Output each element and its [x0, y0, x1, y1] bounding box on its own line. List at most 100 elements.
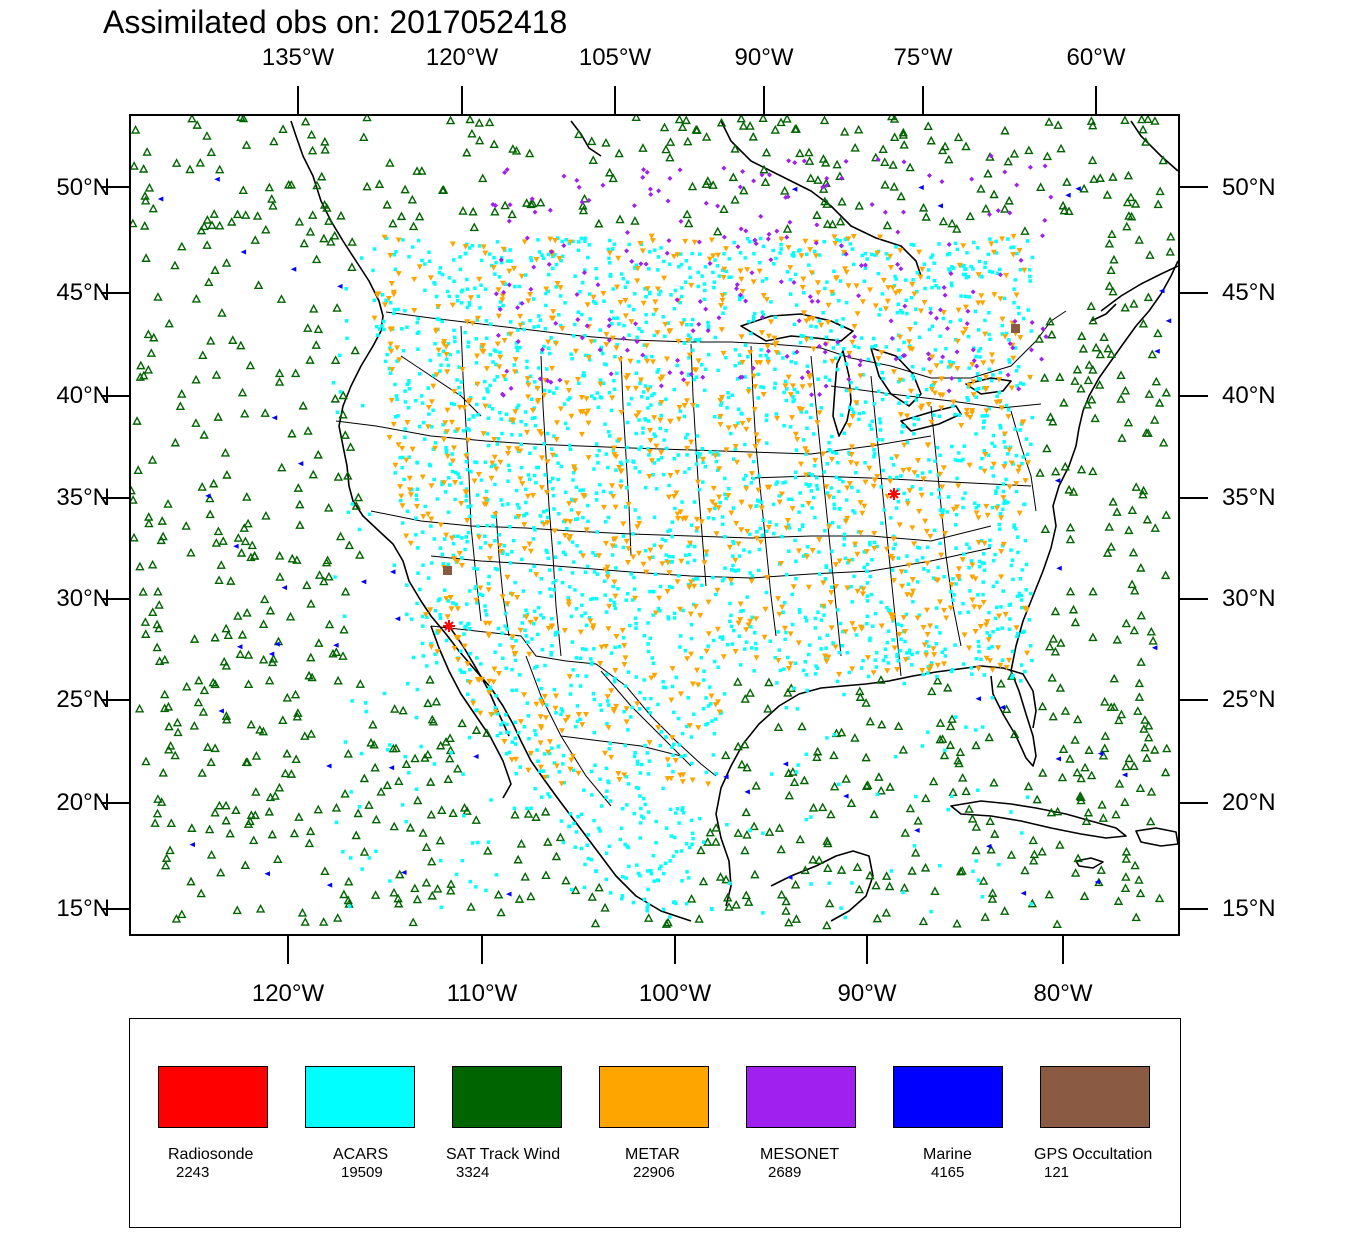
sat-track-wind-marker — [355, 679, 366, 688]
metar-marker — [851, 323, 858, 330]
acars-marker — [947, 359, 952, 364]
sat-track-wind-marker — [964, 804, 974, 813]
acars-marker — [638, 794, 642, 798]
metar-marker — [804, 449, 811, 455]
metar-marker — [617, 484, 624, 490]
acars-marker — [528, 568, 533, 573]
sat-track-wind-marker — [238, 185, 248, 195]
acars-marker — [937, 414, 942, 419]
acars-marker — [798, 340, 803, 345]
sat-track-wind-marker — [687, 181, 698, 191]
acars-marker — [924, 387, 929, 392]
acars-marker — [936, 286, 941, 290]
acars-marker — [464, 498, 468, 503]
acars-marker — [896, 659, 900, 663]
metar-marker — [448, 606, 455, 612]
metar-marker — [960, 330, 967, 337]
sat-track-wind-marker — [353, 808, 363, 818]
metar-marker — [587, 618, 594, 624]
acars-marker — [842, 532, 847, 537]
sat-track-wind-marker — [661, 144, 671, 154]
sat-track-wind-marker — [763, 703, 773, 713]
sat-track-wind-marker — [335, 531, 346, 541]
mesonet-marker — [586, 197, 592, 203]
acars-marker — [571, 470, 576, 475]
acars-marker — [663, 334, 667, 339]
metar-marker — [389, 366, 396, 373]
sat-track-wind-marker — [218, 536, 228, 545]
mesonet-marker — [784, 353, 790, 359]
acars-marker — [876, 271, 881, 276]
acars-marker — [483, 609, 488, 613]
acars-marker — [461, 429, 466, 433]
metar-marker — [920, 624, 927, 631]
sat-track-wind-marker — [1072, 364, 1083, 374]
acars-marker — [719, 403, 723, 407]
acars-marker — [403, 308, 407, 313]
acars-marker — [920, 744, 925, 748]
sat-track-wind-marker — [1106, 265, 1116, 274]
acars-marker — [1012, 525, 1016, 529]
acars-marker — [606, 703, 611, 707]
sat-track-wind-marker — [643, 913, 654, 922]
acars-marker — [990, 695, 995, 700]
acars-marker — [497, 275, 502, 279]
acars-marker — [687, 845, 692, 850]
acars-marker — [683, 436, 688, 440]
metar-marker — [943, 615, 950, 622]
acars-marker — [924, 650, 928, 654]
acars-marker — [787, 549, 791, 554]
sat-track-wind-marker — [840, 126, 850, 136]
mesonet-marker — [805, 369, 811, 375]
acars-marker — [395, 359, 399, 363]
metar-marker — [602, 643, 609, 650]
metar-marker — [623, 706, 630, 712]
sat-track-wind-marker — [578, 205, 589, 215]
acars-marker — [697, 487, 702, 492]
sat-track-wind-marker — [289, 828, 300, 838]
acars-marker — [729, 431, 733, 436]
sat-track-wind-marker — [326, 236, 336, 246]
acars-marker — [444, 449, 449, 453]
sat-track-wind-marker — [955, 866, 966, 876]
mesonet-marker — [667, 370, 673, 376]
sat-track-wind-marker — [318, 917, 329, 926]
legend-item-gps-occultation: GPS Occultation 121 — [1034, 1019, 1188, 1227]
sat-track-wind-marker — [889, 181, 899, 191]
metar-marker — [672, 758, 679, 764]
sat-track-wind-marker — [696, 845, 706, 855]
sat-track-wind-marker — [1037, 701, 1048, 711]
acars-marker — [641, 816, 646, 820]
metar-marker — [494, 341, 501, 348]
sat-track-wind-marker — [423, 749, 433, 759]
metar-marker — [443, 596, 450, 602]
sat-track-wind-marker — [1058, 200, 1068, 210]
metar-marker — [509, 592, 516, 598]
acars-marker — [718, 635, 722, 639]
sat-track-wind-marker — [359, 773, 370, 783]
acars-marker — [549, 447, 554, 451]
metar-marker — [738, 527, 745, 533]
sat-track-wind-marker — [250, 810, 260, 820]
acars-marker — [757, 260, 762, 265]
sat-track-wind-marker — [721, 750, 731, 760]
metar-marker — [575, 511, 582, 517]
acars-marker — [891, 463, 896, 467]
sat-track-wind-marker — [1153, 199, 1163, 209]
acars-marker — [577, 381, 581, 386]
acars-marker — [517, 673, 522, 677]
acars-marker — [571, 768, 576, 773]
acars-marker — [406, 405, 411, 410]
sat-track-wind-marker — [1079, 183, 1089, 193]
acars-marker — [718, 500, 722, 505]
acars-marker — [963, 267, 967, 271]
metar-marker — [628, 319, 635, 325]
acars-marker — [646, 406, 650, 410]
metar-marker — [765, 524, 772, 531]
acars-marker — [360, 403, 365, 408]
acars-marker — [467, 735, 472, 740]
marine-marker — [333, 642, 339, 648]
acars-marker — [671, 753, 675, 757]
acars-marker — [843, 237, 847, 242]
acars-marker — [535, 632, 540, 637]
